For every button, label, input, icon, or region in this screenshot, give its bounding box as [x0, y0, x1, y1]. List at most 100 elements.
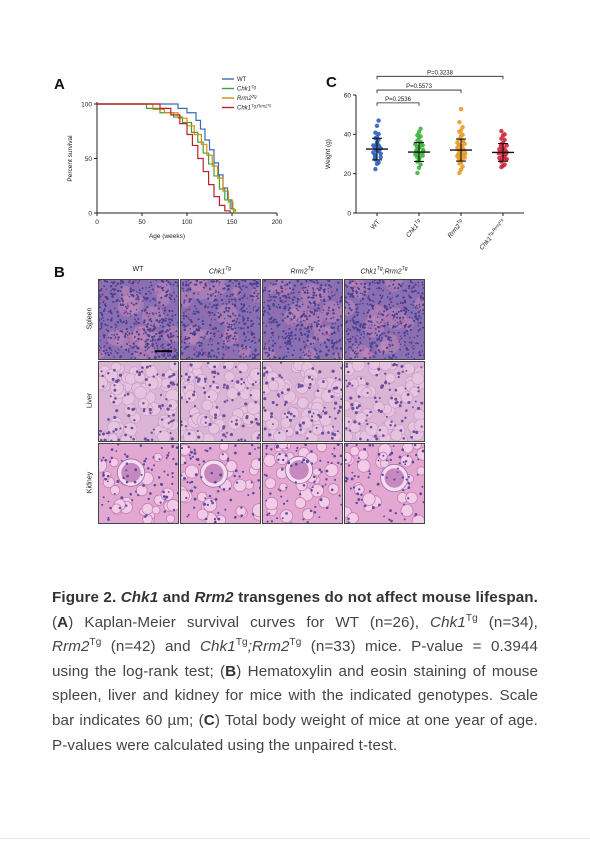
- nucleus: [412, 304, 415, 307]
- nucleus: [253, 336, 256, 339]
- nucleus: [388, 344, 390, 347]
- nucleus: [291, 334, 294, 337]
- nucleus: [387, 355, 391, 359]
- nucleus: [117, 444, 120, 446]
- data-point: [460, 164, 465, 169]
- nucleus: [181, 446, 183, 450]
- nucleus: [352, 295, 355, 298]
- nucleus: [265, 444, 269, 448]
- nucleus: [258, 307, 260, 309]
- nucleus: [348, 306, 351, 310]
- nucleus: [301, 331, 304, 334]
- nucleus: [377, 452, 381, 456]
- nucleus: [323, 411, 328, 415]
- nucleus: [213, 365, 217, 369]
- nucleus: [202, 387, 205, 390]
- hepatocyte: [311, 424, 324, 436]
- nucleus: [99, 311, 102, 314]
- nucleus: [355, 347, 358, 350]
- nucleus: [228, 339, 231, 342]
- nucleus: [254, 287, 256, 290]
- x-category-label: Chk1Tg;Rrm2Tg: [477, 218, 507, 252]
- nucleus: [263, 366, 267, 370]
- nucleus: [286, 315, 289, 318]
- nucleus: [234, 314, 237, 317]
- nucleus: [102, 471, 105, 474]
- nucleus: [332, 352, 335, 355]
- nucleus: [410, 356, 413, 358]
- nucleus: [389, 509, 392, 512]
- nucleus: [242, 284, 245, 288]
- nucleus: [400, 309, 403, 313]
- nucleus: [320, 470, 323, 474]
- nucleus: [360, 333, 363, 336]
- nucleus: [213, 518, 216, 521]
- nucleus: [419, 299, 422, 302]
- nucleus: [378, 336, 381, 338]
- nucleus: [136, 339, 138, 342]
- nucleus: [349, 282, 352, 284]
- nucleus: [223, 347, 226, 351]
- nucleus: [186, 378, 190, 382]
- nucleus: [354, 338, 357, 341]
- nucleus: [234, 327, 236, 330]
- nucleus: [368, 470, 371, 473]
- data-point: [421, 147, 426, 153]
- nucleus: [160, 483, 164, 486]
- nucleus: [255, 299, 258, 302]
- nucleus: [412, 406, 414, 409]
- histology-column-header: WT: [132, 266, 144, 273]
- nucleus: [340, 388, 342, 392]
- nucleus: [357, 404, 361, 408]
- nucleus: [345, 351, 347, 354]
- histology-image-liver: [262, 361, 343, 442]
- nucleus: [405, 409, 408, 412]
- nucleus: [399, 429, 403, 432]
- nucleus: [309, 352, 312, 355]
- nucleus: [159, 324, 162, 327]
- nucleus: [194, 347, 197, 350]
- nucleus: [156, 347, 159, 350]
- nucleus: [241, 310, 244, 313]
- hepatocyte: [249, 387, 260, 401]
- nucleus: [128, 296, 131, 298]
- nucleus: [264, 286, 267, 289]
- nucleus: [223, 365, 227, 369]
- nucleus: [417, 291, 420, 294]
- nucleus: [412, 319, 416, 322]
- nucleus: [404, 340, 406, 343]
- nucleus: [264, 342, 267, 345]
- nucleus: [114, 326, 117, 329]
- nucleus: [310, 284, 313, 286]
- nucleus: [374, 328, 377, 331]
- nucleus: [326, 312, 329, 315]
- nucleus: [366, 315, 368, 317]
- nucleus: [172, 291, 175, 294]
- nucleus: [220, 322, 222, 325]
- nucleus: [102, 385, 105, 388]
- nucleus: [181, 282, 184, 284]
- nucleus: [319, 459, 322, 462]
- survival-line-0: [97, 103, 235, 213]
- nucleus: [363, 290, 367, 293]
- nucleus: [99, 295, 102, 298]
- nucleus: [359, 292, 362, 295]
- glomerulus: [121, 462, 141, 483]
- nucleus: [186, 357, 189, 359]
- nucleus: [325, 469, 329, 473]
- nucleus: [404, 416, 407, 419]
- nucleus: [299, 328, 302, 331]
- nucleus: [294, 296, 296, 299]
- nucleus: [107, 418, 110, 421]
- nucleus: [176, 351, 178, 354]
- nucleus: [119, 290, 122, 293]
- tubule: [400, 504, 414, 518]
- nucleus: [278, 374, 282, 377]
- nucleus: [352, 486, 356, 489]
- nucleus: [238, 298, 242, 301]
- red-pulp-area: [210, 280, 227, 296]
- nucleus: [393, 288, 395, 290]
- tubule: [153, 452, 163, 463]
- nucleus: [271, 332, 274, 335]
- data-point: [460, 124, 465, 130]
